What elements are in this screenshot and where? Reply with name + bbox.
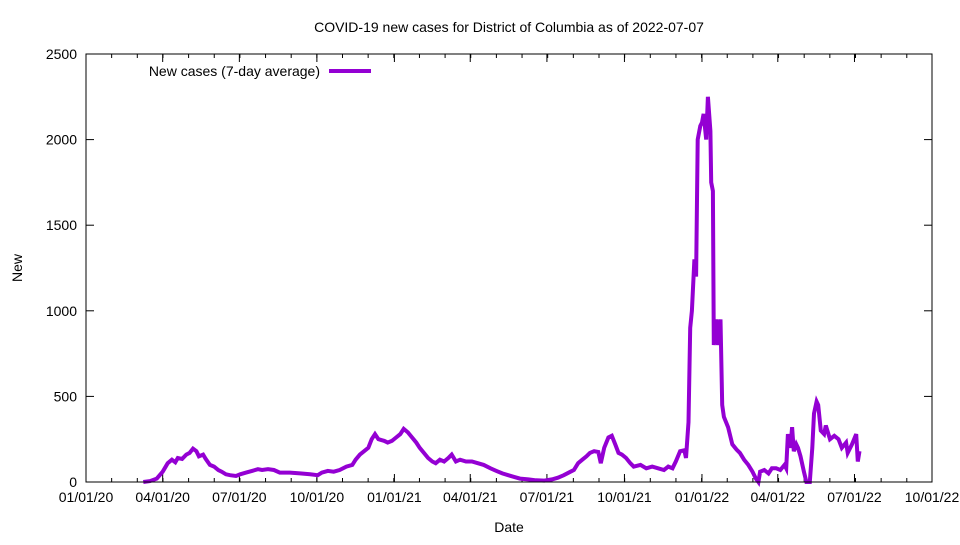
x-axis-label: Date xyxy=(494,519,524,535)
x-tick-label: 01/01/22 xyxy=(675,489,730,505)
axis-ticks: 01/01/20 04/01/20 07/01/20 10/01/20 01/01/21… xyxy=(46,46,960,505)
y-tick-label: 2000 xyxy=(46,132,77,148)
legend-label: New cases (7-day average) xyxy=(149,63,320,79)
y-tick-label: 1500 xyxy=(46,217,77,233)
x-tick-label: 07/01/22 xyxy=(827,489,882,505)
x-tick-label: 07/01/21 xyxy=(520,489,575,505)
x-tick-label: 01/01/21 xyxy=(367,489,422,505)
x-tick-label: 01/01/20 xyxy=(59,489,114,505)
y-tick-label: 1000 xyxy=(46,303,77,319)
chart-title: COVID-19 new cases for District of Colum… xyxy=(314,19,704,35)
x-tick-label: 10/01/20 xyxy=(290,489,345,505)
plot-frame xyxy=(85,53,933,483)
y-tick-label: 2500 xyxy=(46,46,77,62)
x-tick-label: 04/01/20 xyxy=(135,489,190,505)
y-tick-label: 500 xyxy=(54,388,78,404)
x-tick-label: 10/01/21 xyxy=(597,489,652,505)
y-axis-label: New xyxy=(9,253,25,282)
x-tick-label: 04/01/22 xyxy=(751,489,806,505)
series-layer xyxy=(143,96,862,488)
x-tick-label: 07/01/20 xyxy=(212,489,267,505)
x-tick-label: 04/01/21 xyxy=(443,489,498,505)
y-tick-label: 0 xyxy=(69,474,77,490)
series-line-new-cases xyxy=(143,96,862,488)
legend: New cases (7-day average) xyxy=(149,63,371,79)
x-tick-label: 10/01/22 xyxy=(905,489,960,505)
